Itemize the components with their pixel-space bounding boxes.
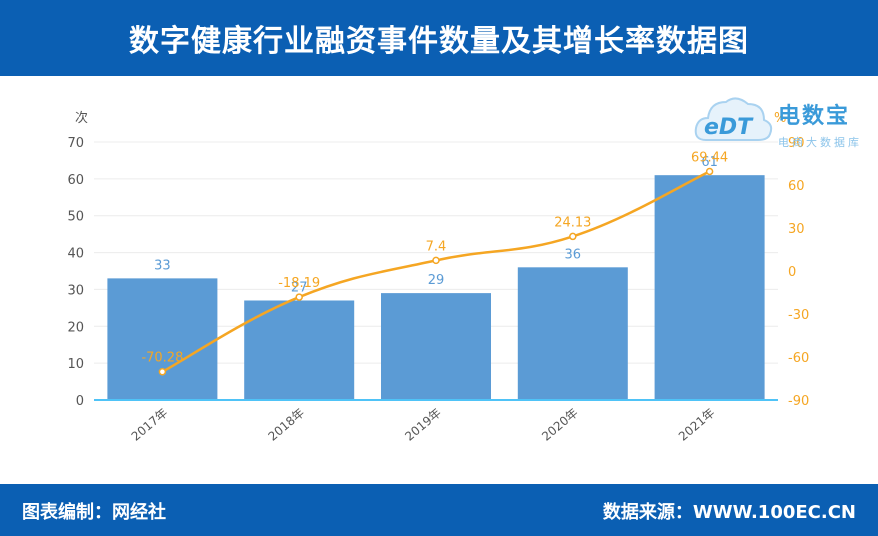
y2-tick-label: 90 [788, 136, 805, 151]
y2-tick-label: 0 [788, 265, 796, 280]
bar [107, 278, 218, 400]
footer-bar: 图表编制：网经社 数据来源：WWW.100EC.CN [0, 484, 878, 536]
label-layer: 33 27 29 36 61 -70.28 -18.19 7.4 24.13 69.44 [141, 150, 728, 365]
y2-axis-label: % [774, 111, 786, 126]
y-tick-label: 20 [67, 320, 84, 335]
line-layer [158, 167, 714, 376]
watermark-brand: 电数宝 [778, 104, 851, 129]
line-value-label: 24.13 [554, 215, 591, 230]
bar-value-label: 33 [154, 258, 171, 273]
bar-value-label: 27 [291, 280, 308, 295]
line-point [158, 367, 167, 376]
header-bar: 数字健康行业融资事件数量及其增长率数据图 [0, 0, 878, 76]
y-tick-label: 40 [67, 247, 84, 262]
chart-area: 0 10 20 30 40 50 60 70 -90 -60 -30 0 30 60 90 次% 2017年 20… [0, 76, 878, 484]
watermark-subtitle: 电商大数据库 [778, 136, 862, 149]
x-tick-label: 2017年 [129, 406, 171, 444]
line-point [432, 256, 440, 265]
bar-value-label: 61 [701, 155, 718, 170]
y2-tick-label: -30 [788, 308, 809, 323]
line-value-label: 69.44 [691, 150, 728, 165]
y-tick-label: 60 [67, 173, 84, 188]
bar-layer [107, 175, 765, 400]
line-value-label: -70.28 [141, 351, 183, 366]
bar [654, 175, 765, 400]
line-point [295, 293, 303, 301]
x-tick-label: 2019年 [402, 406, 444, 444]
y-tick-label: 30 [67, 283, 84, 298]
x-tick-label: 2018年 [266, 406, 308, 444]
chart-title: 数字健康行业融资事件数量及其增长率数据图 [129, 24, 749, 59]
x-tick-label: 2021年 [676, 406, 718, 444]
y2-tick-label: 30 [788, 222, 805, 237]
svg-text:eDT: eDT [704, 115, 754, 140]
line-value-label: -18.19 [278, 276, 320, 291]
cloud-icon: eDT [694, 97, 773, 141]
line-value-label: 7.4 [426, 239, 447, 254]
watermark-logo: eDT 电数宝 电商大数据库 [692, 82, 878, 152]
y-tick-label: 70 [67, 136, 84, 151]
y-tick-label: 0 [76, 394, 84, 409]
x-tick-label: 2020年 [539, 406, 581, 444]
chart-svg: 0 10 20 30 40 50 60 70 -90 -60 -30 0 30 60 90 次 % 2017年 20… [67, 110, 809, 444]
line-point [569, 232, 577, 241]
y-tick-label: 50 [67, 210, 84, 225]
y2-tick-label: -90 [788, 394, 809, 409]
line-point [705, 167, 714, 176]
bar-value-label: 36 [565, 247, 582, 262]
y2-tick-label: -60 [788, 351, 809, 366]
y2-tick-label: 60 [788, 179, 805, 194]
y-tick-label: 10 [67, 357, 84, 372]
footer-credit: 图表编制：网经社 [22, 502, 166, 523]
y-axis-label: 次 [75, 110, 88, 126]
bar [381, 293, 491, 400]
bar [517, 267, 628, 400]
bar [244, 300, 355, 400]
bar-value-label: 29 [428, 273, 445, 288]
footer-source: 数据来源：WWW.100EC.CN [602, 502, 856, 523]
